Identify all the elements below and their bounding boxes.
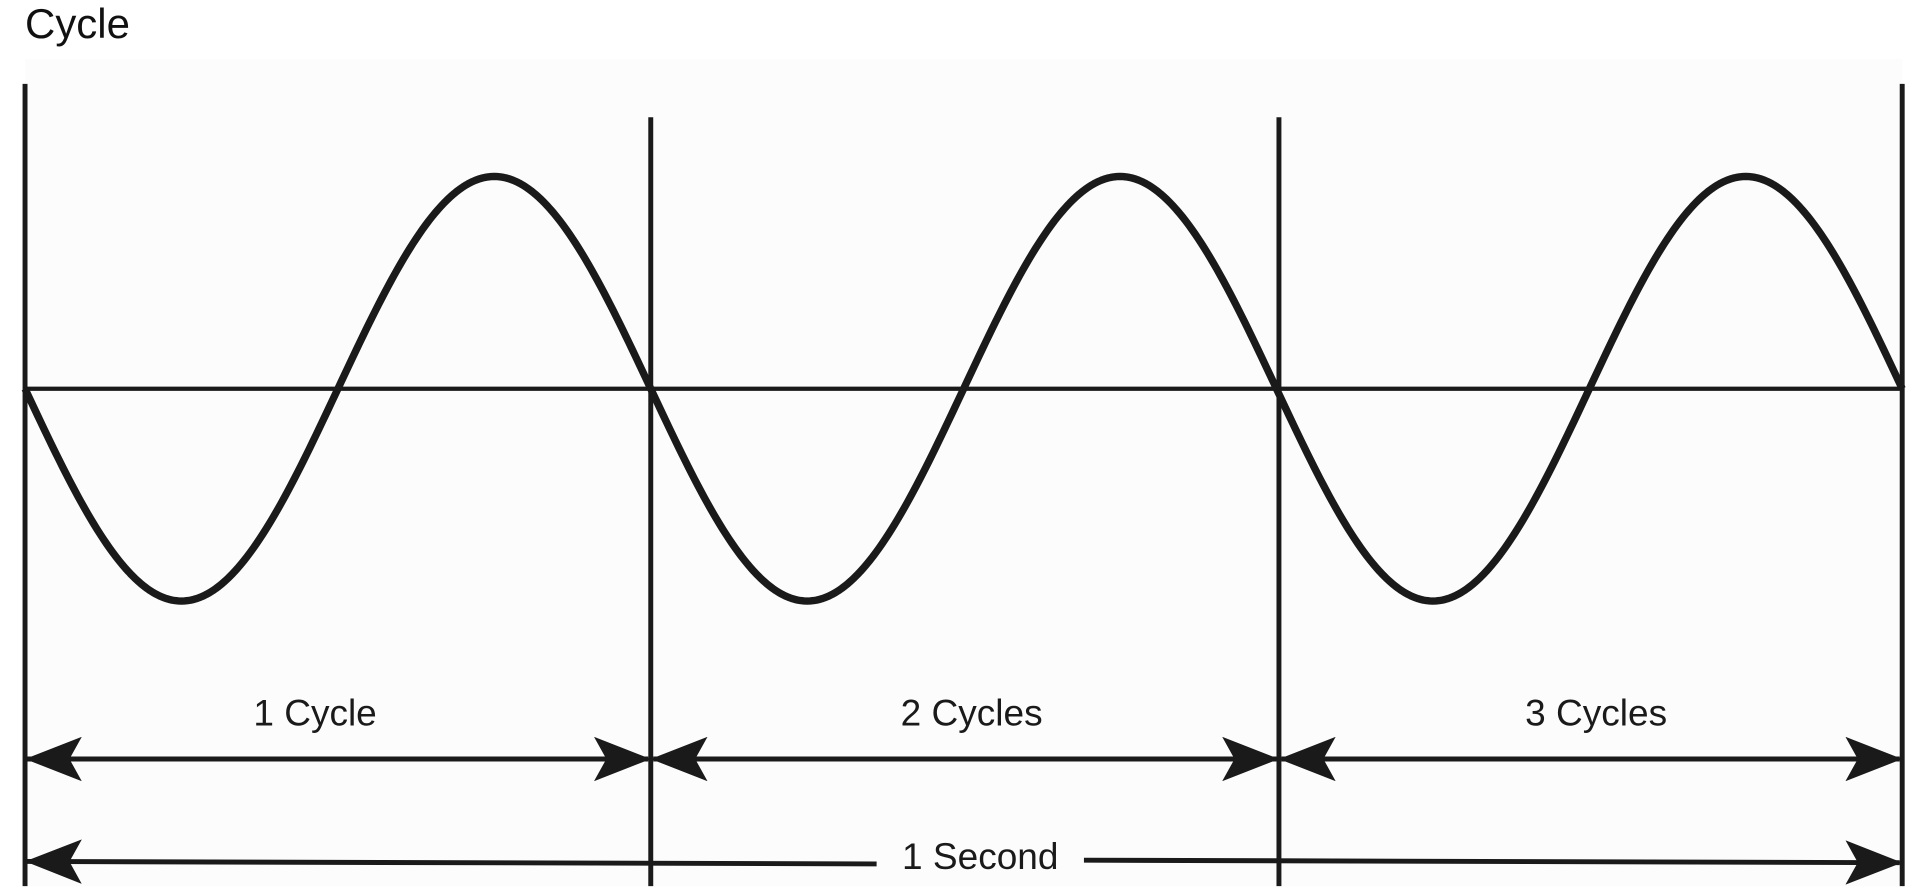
plot-background [25,59,1903,887]
cycle-label: 3 Cycles [1525,692,1667,734]
cycle-label: 2 Cycles [901,692,1043,734]
second-arrow-left [25,839,877,884]
cycle-label: 1 Cycle [253,692,376,734]
total-label: 1 Second [902,835,1058,877]
cycle-arrows [25,736,1903,885]
sine-wave [21,172,1906,605]
second-arrow-right [1083,840,1903,885]
title: Cycle [25,0,130,47]
